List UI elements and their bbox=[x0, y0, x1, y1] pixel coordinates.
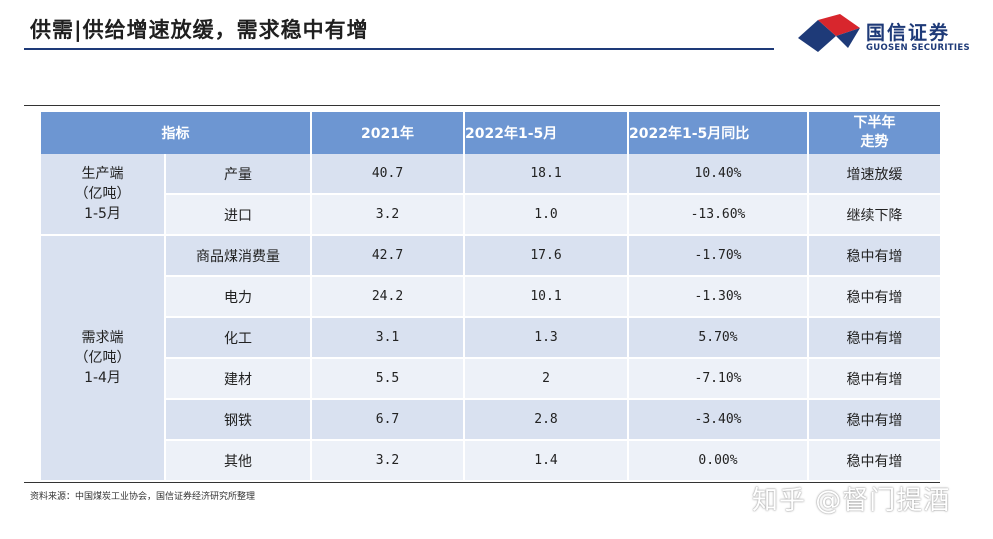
row-item: 商品煤消费量 bbox=[165, 235, 312, 277]
row-item: 产量 bbox=[165, 154, 312, 195]
row-ytd-value: 2 bbox=[464, 358, 629, 400]
logo-english-name: GUOSEN SECURITIES bbox=[866, 43, 970, 53]
row-item: 进口 bbox=[165, 194, 312, 236]
table-row: 钢铁 6.7 2.8 -3.40% 稳中有增 bbox=[41, 399, 940, 441]
page-title: 供需|供给增速放缓，需求稳中有增 bbox=[30, 18, 369, 42]
row-ytd-value: 1.0 bbox=[464, 194, 629, 236]
row-2021-value: 3.2 bbox=[311, 440, 465, 482]
row-yoy-value: 5.70% bbox=[628, 317, 809, 359]
row-trend: 稳中有增 bbox=[808, 399, 940, 441]
row-trend: 继续下降 bbox=[808, 194, 940, 236]
table-row: 电力 24.2 10.1 -1.30% 稳中有增 bbox=[41, 276, 940, 318]
row-ytd-value: 10.1 bbox=[464, 276, 629, 318]
table-top-rule bbox=[24, 105, 940, 106]
title-underline bbox=[24, 48, 774, 50]
group-label-demand: 需求端 （亿吨） 1-4月 bbox=[41, 235, 166, 482]
table-row: 进口 3.2 1.0 -13.60% 继续下降 bbox=[41, 194, 940, 236]
row-yoy-value: -7.10% bbox=[628, 358, 809, 400]
row-2021-value: 3.1 bbox=[311, 317, 465, 359]
row-item: 其他 bbox=[165, 440, 312, 482]
row-yoy-value: -1.30% bbox=[628, 276, 809, 318]
row-ytd-value: 17.6 bbox=[464, 235, 629, 277]
header-2022-ytd-yoy: 2022年1-5月同比 bbox=[628, 112, 809, 154]
table-row: 需求端 （亿吨） 1-4月 商品煤消费量 42.7 17.6 -1.70% 稳中… bbox=[41, 235, 940, 482]
row-trend: 增速放缓 bbox=[808, 154, 940, 195]
logo-mark-icon bbox=[798, 14, 860, 52]
row-item: 钢铁 bbox=[165, 399, 312, 441]
row-2021-value: 6.7 bbox=[311, 399, 465, 441]
row-trend: 稳中有增 bbox=[808, 235, 940, 277]
row-ytd-value: 18.1 bbox=[464, 154, 629, 195]
table-row: 化工 3.1 1.3 5.70% 稳中有增 bbox=[41, 317, 940, 359]
header-h2-trend: 下半年 走势 bbox=[808, 112, 940, 154]
row-ytd-value: 1.4 bbox=[464, 440, 629, 482]
table-row: 其他 3.2 1.4 0.00% 稳中有增 bbox=[41, 440, 940, 482]
table-header-row: 指标 2021年 2022年1-5月 2022年1-5月同比 下半年 走势 bbox=[41, 112, 940, 154]
supply-demand-table: 指标 2021年 2022年1-5月 2022年1-5月同比 下半年 走势 生产… bbox=[41, 112, 940, 482]
row-2021-value: 3.2 bbox=[311, 194, 465, 236]
logo-chinese-name: 国信证券 bbox=[866, 22, 951, 44]
header-indicator: 指标 bbox=[41, 112, 312, 154]
watermark: 知乎 @督门提酒 bbox=[752, 486, 951, 516]
row-trend: 稳中有增 bbox=[808, 276, 940, 318]
company-logo: 国信证券 GUOSEN SECURITIES bbox=[796, 14, 971, 58]
row-2021-value: 40.7 bbox=[311, 154, 465, 195]
row-ytd-value: 2.8 bbox=[464, 399, 629, 441]
row-yoy-value: 0.00% bbox=[628, 440, 809, 482]
row-2021-value: 24.2 bbox=[311, 276, 465, 318]
row-yoy-value: -1.70% bbox=[628, 235, 809, 277]
row-yoy-value: 10.40% bbox=[628, 154, 809, 195]
row-trend: 稳中有增 bbox=[808, 317, 940, 359]
header-2021: 2021年 bbox=[311, 112, 465, 154]
row-item: 电力 bbox=[165, 276, 312, 318]
row-yoy-value: -3.40% bbox=[628, 399, 809, 441]
row-trend: 稳中有增 bbox=[808, 358, 940, 400]
header-2022-ytd: 2022年1-5月 bbox=[464, 112, 629, 154]
row-2021-value: 5.5 bbox=[311, 358, 465, 400]
row-yoy-value: -13.60% bbox=[628, 194, 809, 236]
table-row: 生产端 （亿吨） 1-5月 产量 40.7 18.1 10.40% 增速放缓 bbox=[41, 154, 940, 236]
row-trend: 稳中有增 bbox=[808, 440, 940, 482]
source-note: 资料来源：中国煤炭工业协会，国信证券经济研究所整理 bbox=[30, 492, 256, 502]
table-bottom-rule bbox=[24, 482, 940, 483]
group-label-supply: 生产端 （亿吨） 1-5月 bbox=[41, 154, 166, 236]
row-item: 建材 bbox=[165, 358, 312, 400]
row-item: 化工 bbox=[165, 317, 312, 359]
table-row: 建材 5.5 2 -7.10% 稳中有增 bbox=[41, 358, 940, 400]
row-ytd-value: 1.3 bbox=[464, 317, 629, 359]
row-2021-value: 42.7 bbox=[311, 235, 465, 277]
